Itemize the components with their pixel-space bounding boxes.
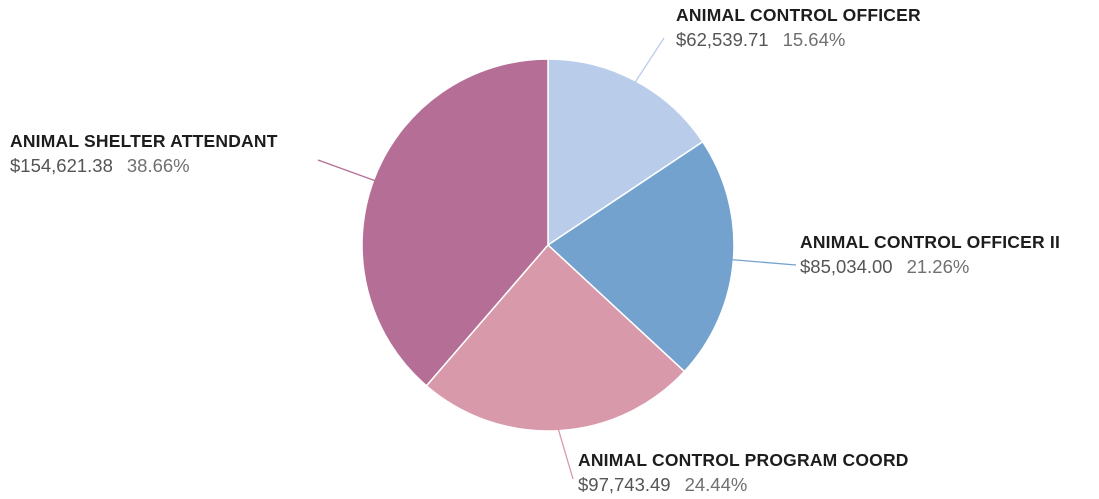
slice-name: ANIMAL CONTROL PROGRAM COORD [578, 450, 909, 470]
slice-value-row: $62,539.71 15.64% [676, 28, 921, 50]
leader-line-animal-control-officer [634, 37, 665, 84]
slice-name: ANIMAL CONTROL OFFICER [676, 5, 921, 25]
slice-value-row: $85,034.00 21.26% [800, 255, 1060, 277]
slice-percent: 21.26% [906, 255, 970, 277]
slice-name: ANIMAL SHELTER ATTENDANT [10, 131, 278, 151]
leader-lines [317, 37, 797, 480]
slice-label-animal-shelter-attendant: ANIMAL SHELTER ATTENDANT $154,621.38 38.6… [10, 131, 278, 176]
slice-percent: 38.66% [126, 154, 190, 176]
slice-label-animal-control-program-coord: ANIMAL CONTROL PROGRAM COORD $97,743.49 2… [578, 450, 909, 495]
slice-amount: $154,621.38 [10, 154, 113, 176]
leader-line-animal-control-program-coord [557, 428, 574, 480]
leader-line-animal-control-officer-ii [731, 259, 797, 266]
slice-percent: 15.64% [782, 28, 846, 50]
slice-label-animal-control-officer: ANIMAL CONTROL OFFICER $62,539.71 15.64% [676, 5, 921, 50]
slice-percent: 24.44% [684, 473, 748, 495]
slice-name: ANIMAL CONTROL OFFICER II [800, 232, 1061, 252]
slice-value-row: $97,743.49 24.44% [578, 473, 909, 495]
slice-label-animal-control-officer-ii: ANIMAL CONTROL OFFICER II $85,034.00 21.2… [800, 232, 1061, 277]
slice-amount: $62,539.71 [676, 28, 769, 50]
pie-slices [361, 58, 735, 432]
slice-amount: $85,034.00 [800, 255, 893, 277]
leader-line-animal-shelter-attendant [317, 159, 376, 182]
slice-amount: $97,743.49 [578, 473, 671, 495]
slice-value-row: $154,621.38 38.66% [10, 154, 278, 176]
